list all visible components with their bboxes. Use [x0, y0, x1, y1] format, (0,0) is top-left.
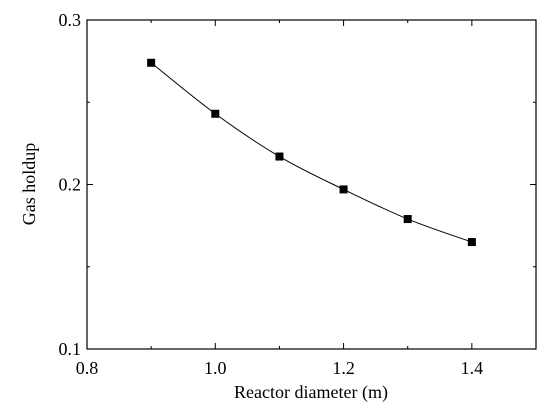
- y-tick-label: 0.3: [59, 10, 82, 30]
- x-tick-label: 0.8: [76, 358, 99, 378]
- x-tick-label: 1.4: [461, 358, 484, 378]
- series-line: [150, 62, 473, 243]
- y-tick-label: 0.2: [59, 175, 82, 195]
- x-tick-label: 1.2: [332, 358, 355, 378]
- data-point: [403, 215, 412, 224]
- x-tick-label: 1.0: [204, 358, 227, 378]
- ticks: [86, 19, 536, 350]
- data-point: [211, 109, 220, 118]
- x-axis-label: Reactor diameter (m): [234, 382, 388, 403]
- data-point: [275, 152, 284, 161]
- y-axis-label: Gas holdup: [19, 143, 39, 226]
- data-markers: [147, 58, 476, 247]
- y-tick-label: 0.1: [59, 339, 82, 359]
- data-point: [339, 185, 348, 194]
- data-point: [147, 58, 156, 67]
- tick-labels: 0.8 1.0 1.2 1.4 0.1 0.2 0.3: [59, 10, 484, 378]
- plot-frame: [86, 19, 537, 350]
- data-point: [467, 238, 476, 247]
